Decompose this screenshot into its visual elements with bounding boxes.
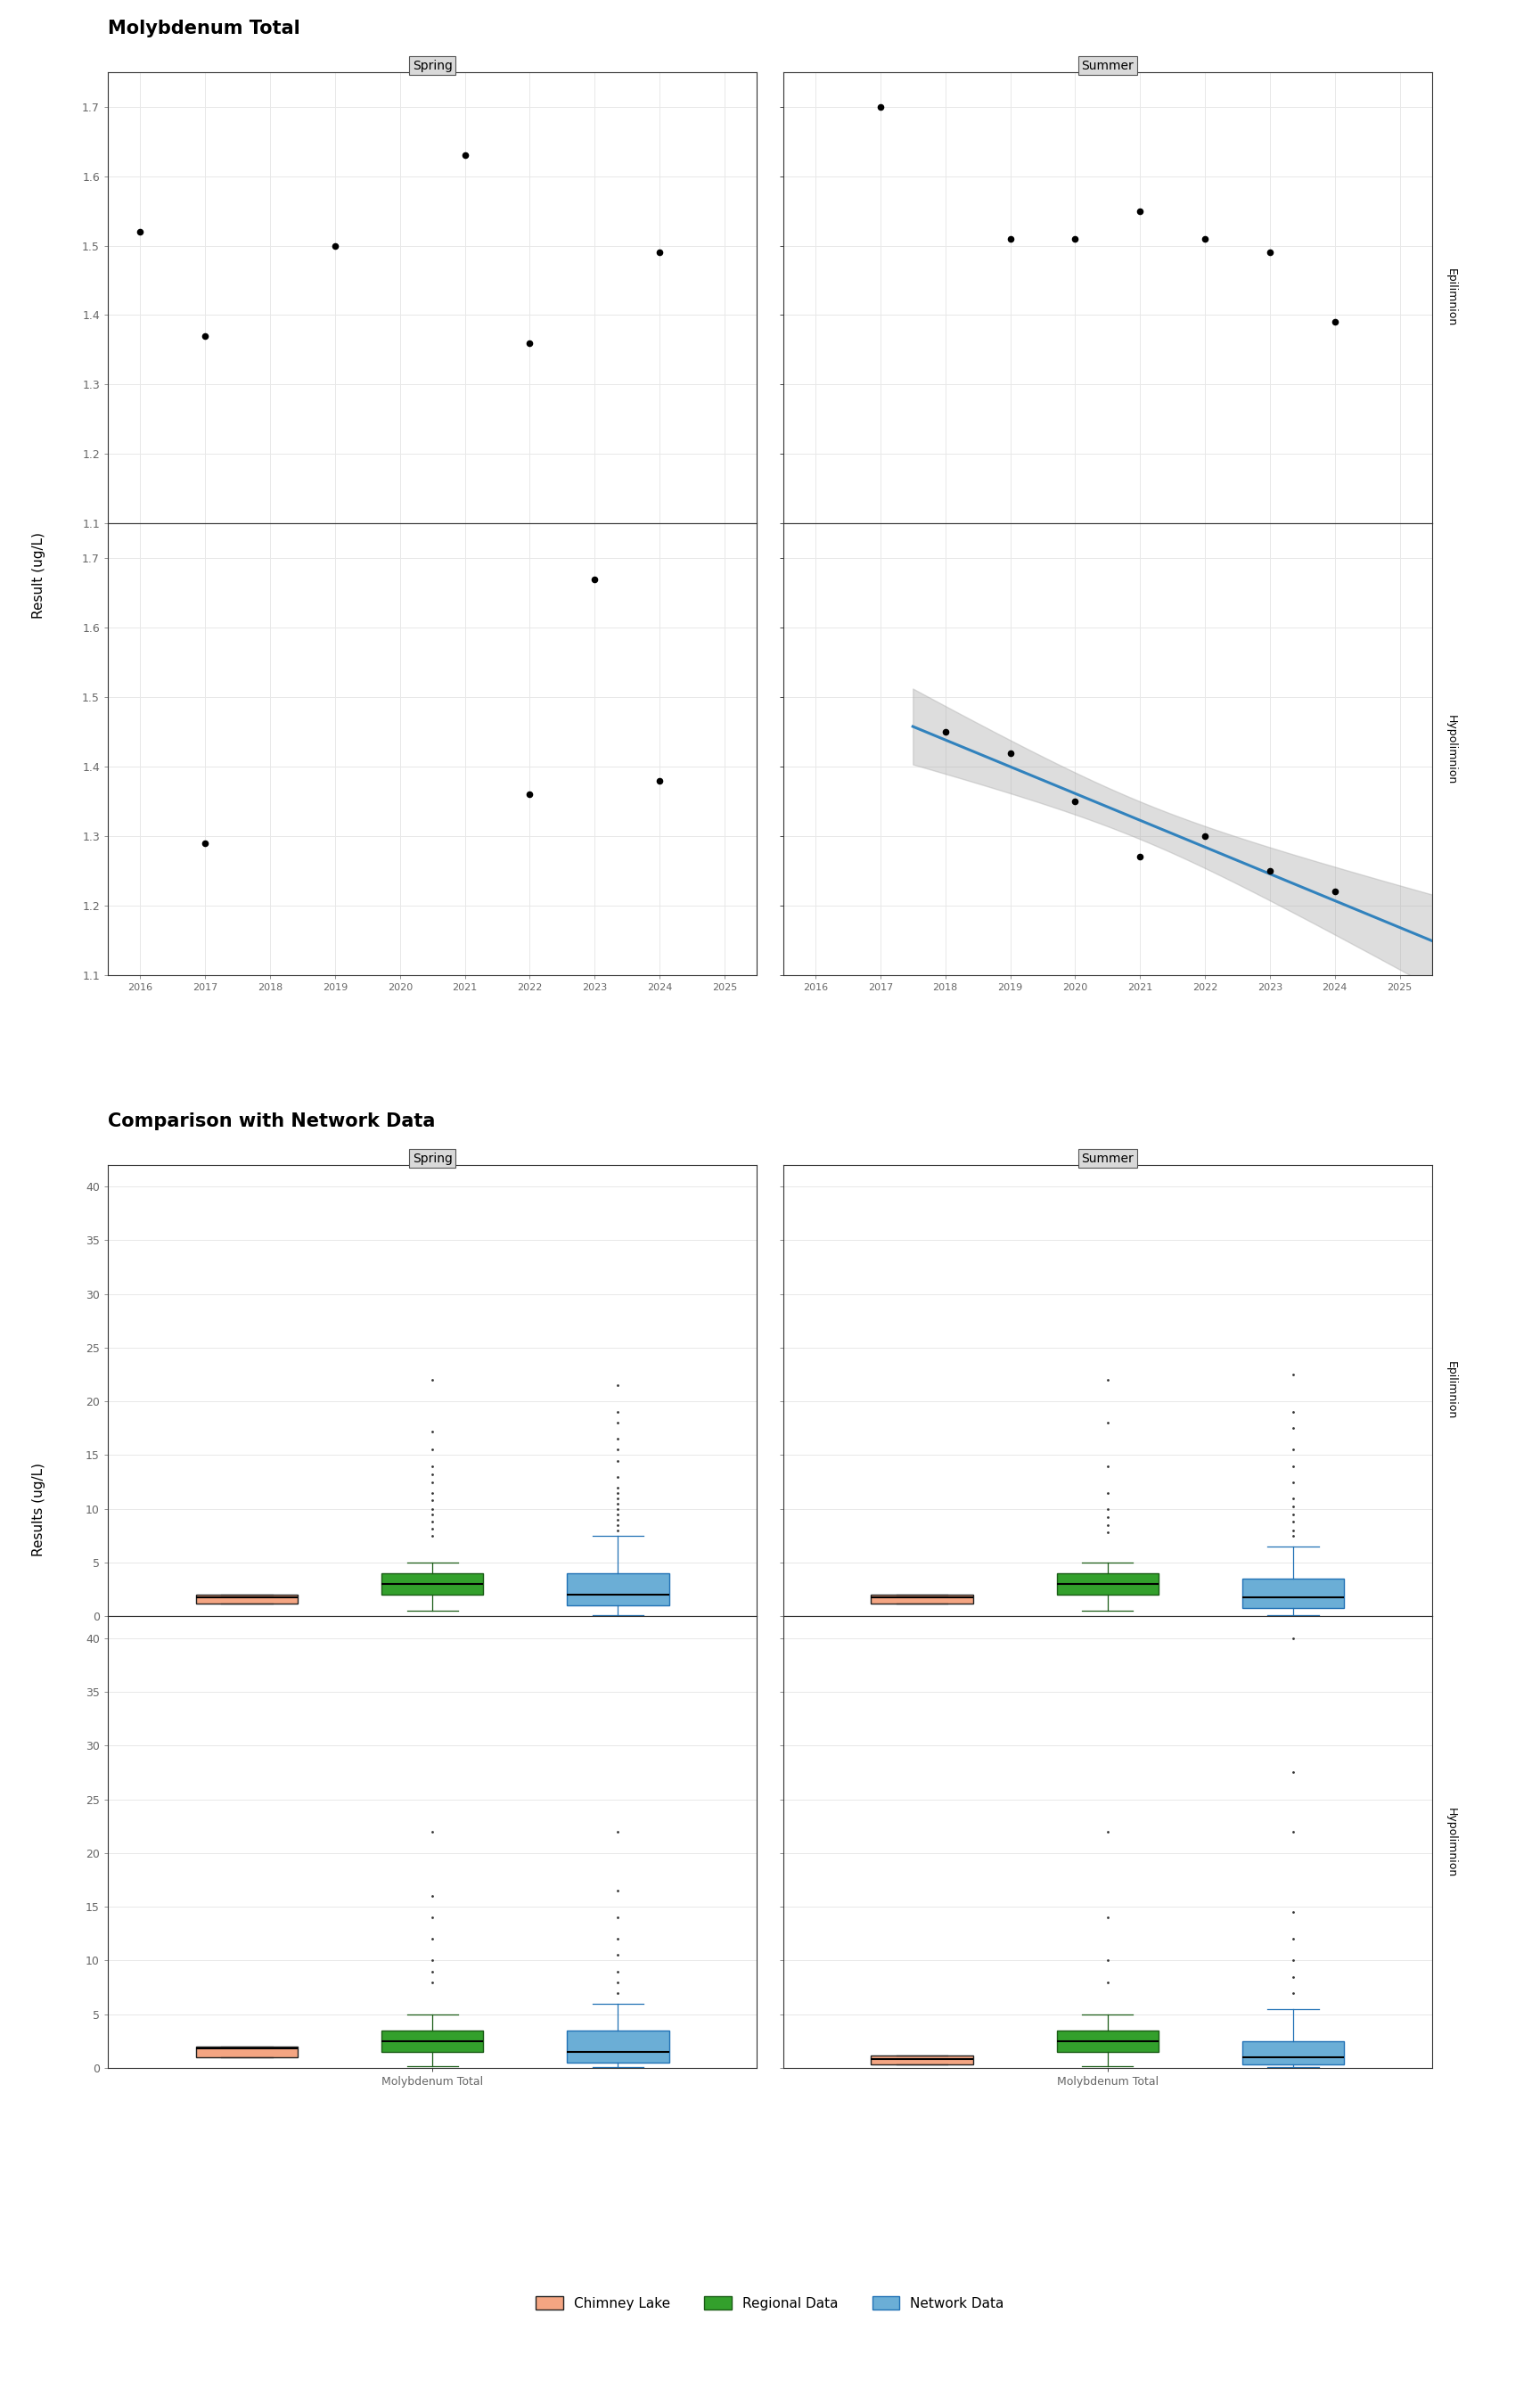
Point — [998, 220, 1023, 259]
Point — [453, 137, 477, 175]
PathPatch shape — [567, 2029, 668, 2063]
Point — [1258, 851, 1283, 889]
Title: Summer: Summer — [1081, 60, 1133, 72]
Point — [323, 225, 348, 264]
Point — [998, 733, 1023, 772]
Text: Epilimnion: Epilimnion — [1445, 268, 1457, 326]
Point — [192, 824, 217, 863]
Point — [1323, 872, 1348, 910]
Text: Result (ug/L): Result (ug/L) — [32, 532, 45, 618]
Point — [647, 232, 671, 271]
Text: Comparison with Network Data: Comparison with Network Data — [108, 1112, 436, 1131]
PathPatch shape — [872, 2056, 973, 2065]
PathPatch shape — [872, 1596, 973, 1603]
Point — [933, 712, 958, 750]
Point — [647, 762, 671, 800]
Text: Epilimnion: Epilimnion — [1445, 1361, 1457, 1421]
Point — [323, 484, 348, 522]
Legend: Chimney Lake, Regional Data, Network Data: Chimney Lake, Regional Data, Network Dat… — [530, 2291, 1010, 2315]
PathPatch shape — [1243, 2041, 1344, 2065]
Point — [517, 323, 542, 362]
Point — [1127, 839, 1152, 877]
Point — [582, 561, 607, 599]
PathPatch shape — [567, 1574, 668, 1605]
Text: Molybdenum Total: Molybdenum Total — [108, 19, 300, 38]
PathPatch shape — [196, 1596, 297, 1603]
Point — [1063, 220, 1087, 259]
PathPatch shape — [1243, 1579, 1344, 1608]
PathPatch shape — [382, 1574, 484, 1596]
PathPatch shape — [196, 2046, 297, 2058]
Point — [1063, 781, 1087, 819]
Text: Results (ug/L): Results (ug/L) — [32, 1462, 45, 1557]
Point — [128, 213, 152, 252]
Point — [869, 86, 893, 125]
Point — [1192, 220, 1217, 259]
Text: Hypolimnion: Hypolimnion — [1445, 1807, 1457, 1876]
Title: Spring: Spring — [413, 1152, 453, 1164]
Point — [1192, 817, 1217, 855]
Title: Summer: Summer — [1081, 1152, 1133, 1164]
Point — [1323, 302, 1348, 340]
Point — [1127, 192, 1152, 230]
PathPatch shape — [382, 2029, 484, 2051]
PathPatch shape — [1056, 1574, 1158, 1596]
Point — [1258, 232, 1283, 271]
Text: Hypolimnion: Hypolimnion — [1445, 714, 1457, 783]
Title: Spring: Spring — [413, 60, 453, 72]
Point — [517, 776, 542, 815]
Point — [192, 316, 217, 355]
PathPatch shape — [1056, 2029, 1158, 2051]
